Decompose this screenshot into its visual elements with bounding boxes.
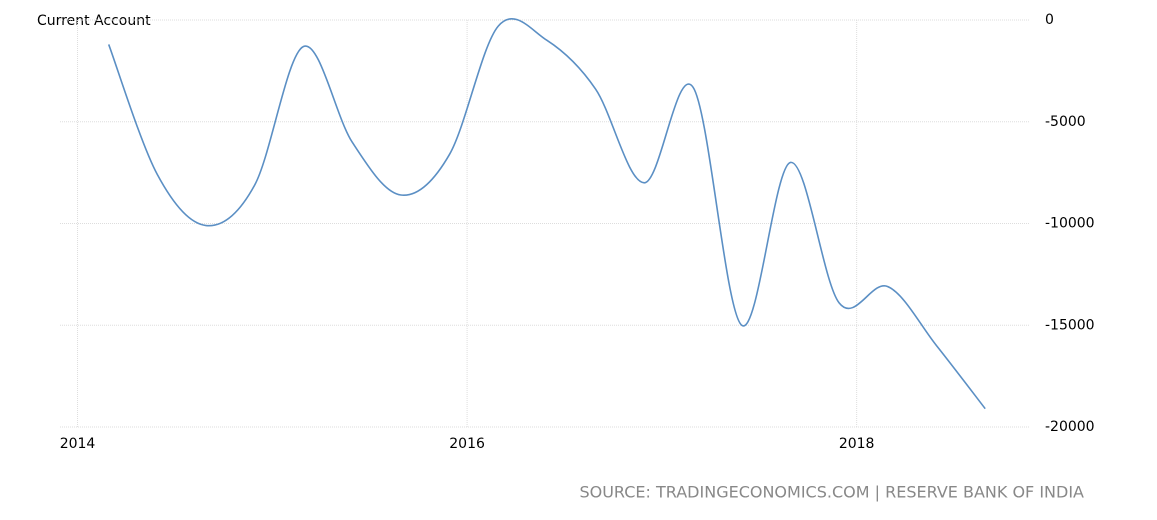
y-tick-label: -5000 [1045,114,1086,130]
x-tick-label: 2018 [839,436,875,452]
x-tick-label: 2014 [60,436,96,452]
x-tick-label: 2016 [449,436,485,452]
y-tick-label: -10000 [1045,216,1095,232]
data-line [107,18,986,410]
y-tick-label: -20000 [1045,419,1095,435]
chart-title: Current Account [37,13,151,29]
y-tick-label: 0 [1045,12,1054,28]
y-tick-label: -15000 [1045,317,1095,333]
source: SOURCE: TRADINGECONOMICS.COM | RESERVE B… [579,483,1084,502]
